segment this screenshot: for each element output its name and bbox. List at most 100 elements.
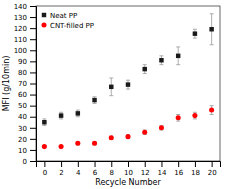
point: [75, 141, 80, 146]
point: [59, 144, 64, 149]
x-tick-label: 2: [59, 169, 63, 177]
point: [176, 54, 180, 58]
plot: 0246810121416182001020304050607080901001…: [14, 3, 221, 177]
point: [92, 98, 96, 102]
y-tick-mark: [30, 39, 36, 40]
x-tick-mark: [195, 161, 196, 167]
error-bar: [159, 56, 163, 65]
series: [42, 106, 214, 149]
legend-label: CNT-filled PP: [50, 22, 94, 30]
point: [109, 135, 114, 140]
y-tick-label: 70: [18, 80, 27, 88]
point: [126, 82, 130, 86]
legend-item: Neat PP: [42, 12, 77, 20]
x-tick: 20: [208, 161, 217, 177]
error-bar: [210, 14, 214, 45]
y-tick-mark: [30, 150, 36, 151]
y-tick: 10: [18, 147, 36, 155]
point: [42, 144, 47, 149]
point: [192, 113, 197, 118]
y-tick: 90: [18, 58, 36, 66]
y-tick-label: 0: [23, 158, 27, 166]
y-tick-mark: [30, 17, 36, 18]
legend-label: Neat PP: [50, 12, 77, 20]
x-tick: 14: [157, 161, 166, 177]
y-tick-label: 90: [18, 58, 27, 66]
y-tick: 140: [14, 3, 36, 11]
x-tick: 0: [43, 161, 47, 177]
x-tick-mark: [178, 161, 179, 167]
legend: Neat PP CNT-filled PP: [41, 12, 94, 30]
y-tick: 30: [18, 125, 36, 133]
x-tick-mark: [95, 161, 96, 167]
error-bar: [210, 106, 214, 115]
y-tick-label: 60: [18, 91, 27, 99]
error-bar: [93, 142, 97, 145]
point: [159, 58, 163, 62]
point: [193, 31, 197, 35]
y-axis: 0102030405060708090100110120130140: [14, 3, 37, 166]
y-tick: 0: [23, 158, 36, 166]
y-tick: 130: [14, 14, 36, 22]
x-axis: 0 2 4 6 8 10 12 14 16 18 20: [37, 161, 221, 177]
y-tick-mark: [30, 84, 36, 85]
y-axis-line: [30, 7, 37, 162]
legend-swatch: [41, 22, 46, 27]
error-bar: [109, 78, 113, 96]
x-axis-title: Recycle Number: [95, 178, 161, 187]
y-tick: 40: [18, 113, 36, 121]
y-tick-mark: [30, 117, 36, 118]
y-axis-title: MFI (g/10min): [2, 56, 11, 112]
y-tick: 60: [18, 91, 36, 99]
y-tick-mark: [30, 61, 36, 62]
y-tick-label: 10: [18, 147, 27, 155]
x-tick: 10: [124, 161, 133, 177]
error-bar: [126, 80, 130, 89]
error-bar: [176, 115, 180, 122]
error-bar: [143, 65, 147, 74]
marks: [42, 14, 214, 149]
y-tick: 20: [18, 136, 36, 144]
point: [209, 108, 214, 113]
x-tick-mark: [128, 161, 129, 167]
y-tick: 70: [18, 80, 36, 88]
x-tick-label: 6: [93, 169, 98, 177]
x-tick: 6: [93, 161, 98, 177]
y-tick-label: 130: [14, 14, 27, 22]
error-bar: [93, 97, 97, 104]
point: [109, 85, 113, 89]
error-bar: [176, 47, 180, 65]
y-tick-label: 40: [18, 113, 27, 121]
x-tick-label: 10: [124, 169, 133, 177]
point: [76, 111, 80, 115]
y-tick-label: 140: [14, 3, 27, 11]
x-tick-mark: [161, 161, 162, 167]
error-bar: [126, 135, 130, 138]
x-tick-label: 12: [141, 169, 150, 177]
point: [92, 141, 97, 146]
x-tick: 2: [59, 161, 63, 177]
point: [159, 125, 164, 130]
x-axis-line: [37, 162, 221, 168]
y-tick: 50: [18, 102, 36, 110]
x-tick: 12: [141, 161, 150, 177]
error-bar: [143, 130, 147, 134]
y-tick-mark: [30, 139, 36, 140]
y-tick-mark: [30, 106, 36, 107]
x-tick-label: 0: [43, 169, 47, 177]
point: [59, 113, 63, 117]
legend-swatch: [42, 13, 46, 17]
point: [142, 130, 147, 135]
x-tick-label: 20: [208, 169, 217, 177]
x-tick: 8: [110, 161, 114, 177]
y-tick: 110: [14, 36, 36, 44]
y-tick-mark: [30, 128, 36, 129]
x-tick-label: 16: [174, 169, 183, 177]
x-tick-label: 18: [191, 169, 200, 177]
y-tick: 80: [18, 69, 36, 77]
x-tick: 4: [76, 161, 81, 177]
x-tick-label: 8: [110, 169, 114, 177]
y-tick-mark: [30, 95, 36, 96]
series: [42, 14, 214, 126]
legend-item: CNT-filled PP: [41, 22, 94, 30]
